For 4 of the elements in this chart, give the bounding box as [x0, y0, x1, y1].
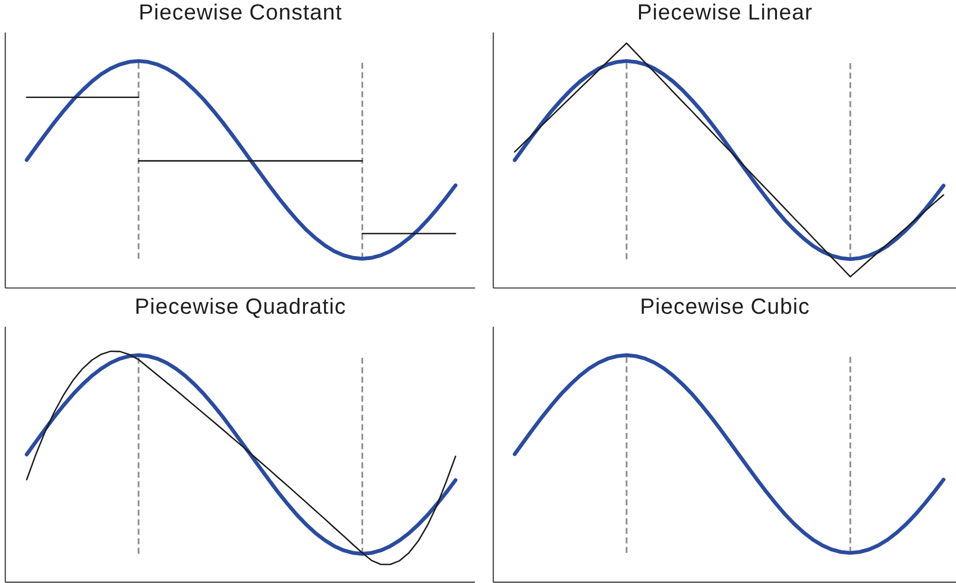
chart-title: Piecewise Quadratic — [136, 298, 346, 318]
chart-title: Piecewise Constant — [140, 4, 342, 20]
chart-title: Piecewise Linear — [639, 4, 812, 20]
chart-title: Piecewise Cubic — [642, 298, 809, 314]
